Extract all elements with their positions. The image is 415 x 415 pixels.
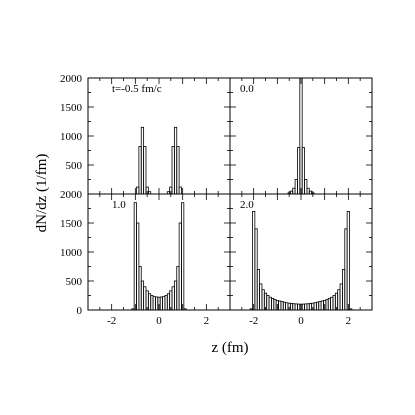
panel-frame [87,193,231,311]
y-tick-label: 2000 [60,189,83,201]
panels-group: t=-0.5 fm/c 0.0 1.0 2.0 500 1000 1500 2000 2000 0… [60,73,373,327]
histogram-bin [349,308,353,311]
panel-2: 0.0 [229,77,373,195]
histogram-bin [178,186,182,195]
panel-frame [229,77,373,195]
x-tick-label: 2 [346,315,352,327]
panel-1: t=-0.5 fm/c [87,77,231,195]
y-axis-title: dN/dz (1/fm) [34,154,50,233]
panel-4: 2.0 [229,193,373,311]
histogram-bin [183,308,187,311]
panel-label: 1.0 [112,199,126,211]
x-tick-label: -2 [107,315,116,327]
panel-label: 2.0 [240,199,254,211]
x-tick-label: 2 [204,315,210,327]
histogram-bin [181,202,185,311]
y-tick-label: 1500 [60,218,83,230]
y-tick-label: 1000 [60,247,83,259]
x-tick-label: -2 [249,315,258,327]
y-tick-label: 2000 [60,73,83,85]
y-tick-label: 500 [66,160,83,172]
panel-label: t=-0.5 fm/c [112,83,162,95]
panel-3: 1.0 [87,193,231,311]
x-axis-title: z (fm) [211,340,248,356]
x-tick-label: 0 [298,315,304,327]
panel-frame [87,77,231,195]
x-tick-label: 0 [156,315,162,327]
y-tick-label: 500 [66,276,83,288]
panel-frame [229,193,373,311]
histogram-bin [346,210,350,311]
y-tick-label: 0 [77,305,83,317]
panel-label: 0.0 [240,83,254,95]
y-tick-label: 1500 [60,102,83,114]
y-tick-label: 1000 [60,131,83,143]
